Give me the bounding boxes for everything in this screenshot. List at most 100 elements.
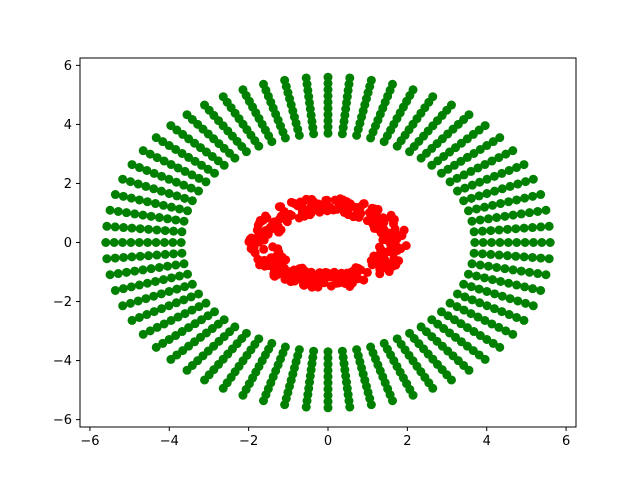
- red-point: [383, 236, 392, 245]
- red-point: [370, 207, 379, 216]
- green-point: [200, 101, 209, 110]
- green-point: [141, 182, 150, 191]
- green-point: [111, 286, 120, 295]
- green-point: [459, 196, 468, 205]
- green-point: [152, 225, 161, 234]
- green-point: [114, 269, 123, 278]
- green-point: [161, 226, 170, 235]
- green-point: [135, 195, 144, 204]
- green-point: [536, 190, 545, 199]
- green-point: [520, 252, 529, 261]
- green-point: [127, 194, 136, 203]
- red-point: [380, 218, 389, 227]
- green-point: [111, 254, 120, 263]
- green-point: [110, 238, 119, 247]
- green-point: [172, 285, 181, 294]
- green-point: [144, 251, 153, 260]
- green-point: [486, 226, 495, 235]
- green-point: [171, 261, 180, 270]
- green-point: [511, 252, 520, 261]
- green-point: [508, 146, 517, 155]
- green-point: [428, 92, 437, 101]
- y-tick-label: −6: [53, 413, 72, 428]
- green-point: [119, 284, 128, 293]
- green-point: [157, 187, 166, 196]
- green-point: [114, 207, 123, 216]
- red-point: [244, 237, 253, 246]
- red-point: [389, 262, 398, 271]
- green-point: [545, 222, 554, 231]
- green-point: [122, 268, 131, 277]
- green-point: [536, 286, 545, 295]
- red-point: [252, 238, 261, 247]
- green-point: [519, 316, 528, 325]
- green-point: [119, 223, 128, 232]
- green-point: [545, 254, 554, 263]
- green-point: [512, 281, 521, 290]
- green-point: [470, 227, 479, 236]
- green-point: [464, 366, 473, 375]
- red-point: [320, 278, 329, 287]
- green-point: [512, 195, 521, 204]
- green-point: [488, 201, 497, 210]
- red-point: [397, 231, 406, 240]
- green-point: [388, 80, 397, 89]
- green-point: [529, 238, 538, 247]
- green-point: [496, 277, 505, 286]
- green-point: [167, 203, 176, 212]
- green-point: [481, 355, 490, 364]
- green-point: [155, 263, 164, 272]
- green-point: [520, 282, 529, 291]
- green-point: [126, 177, 135, 186]
- green-point: [541, 206, 550, 215]
- y-axis-ticks: −6−4−20246: [53, 59, 80, 428]
- green-point: [180, 194, 189, 203]
- green-point: [533, 269, 542, 278]
- green-point: [102, 254, 111, 263]
- green-point: [183, 366, 192, 375]
- green-point: [495, 238, 504, 247]
- green-point: [118, 301, 127, 310]
- green-point: [345, 403, 354, 412]
- green-point: [165, 189, 174, 198]
- green-point: [529, 301, 538, 310]
- red-point: [267, 225, 276, 234]
- green-point: [200, 375, 209, 384]
- green-point: [143, 238, 152, 247]
- green-point: [302, 73, 311, 82]
- green-point: [529, 175, 538, 184]
- red-point: [402, 241, 411, 250]
- green-point: [504, 197, 513, 206]
- green-point: [147, 264, 156, 273]
- red-point: [275, 227, 284, 236]
- green-point: [541, 270, 550, 279]
- green-point: [498, 292, 507, 301]
- green-point: [175, 272, 184, 281]
- red-point: [258, 260, 267, 269]
- red-point: [351, 210, 360, 219]
- red-point: [356, 265, 365, 274]
- red-point: [376, 246, 385, 255]
- green-point: [183, 206, 192, 215]
- green-point: [512, 238, 521, 247]
- green-point: [130, 209, 139, 218]
- green-point: [180, 282, 189, 291]
- green-point: [324, 403, 333, 412]
- green-point: [487, 238, 496, 247]
- green-point: [490, 187, 499, 196]
- green-point: [138, 211, 147, 220]
- green-point: [500, 212, 509, 221]
- green-point: [111, 190, 120, 199]
- red-point: [314, 199, 323, 208]
- green-point: [482, 189, 491, 198]
- green-point: [495, 343, 504, 352]
- green-point: [151, 199, 160, 208]
- red-point: [273, 270, 282, 279]
- green-point: [280, 76, 289, 85]
- green-point: [111, 222, 120, 231]
- green-point: [459, 280, 468, 289]
- green-point: [188, 280, 197, 289]
- green-point: [503, 251, 512, 260]
- green-point: [177, 227, 186, 236]
